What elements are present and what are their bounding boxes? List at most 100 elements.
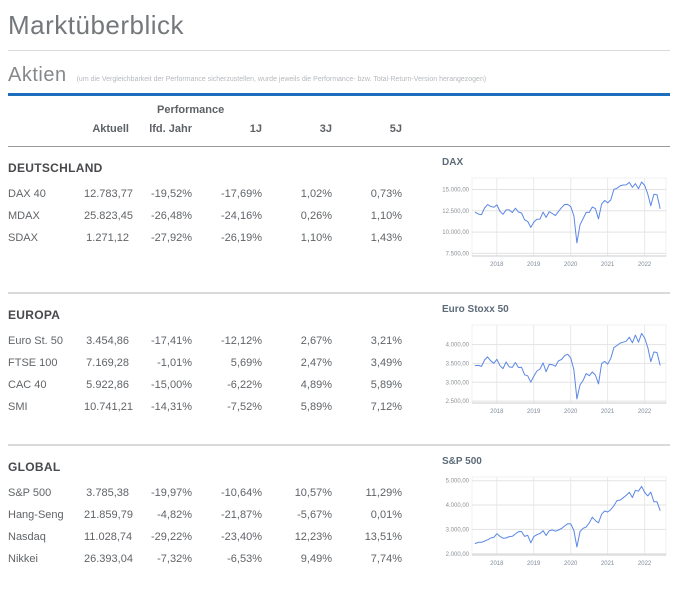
y-axis-label: 10.000,00	[442, 230, 469, 236]
index-value: 5.922,86	[86, 379, 129, 391]
x-axis-label: 2020	[564, 409, 578, 415]
index-value: -14,31%	[151, 401, 192, 413]
x-axis-label: 2021	[601, 561, 615, 567]
aktien-section-header: Aktien (um die Vergleichbarkeit der Perf…	[8, 51, 670, 93]
index-value: -24,16%	[221, 210, 262, 222]
index-value: -7,32%	[157, 553, 192, 565]
section-table-deutschland: DEUTSCHLAND DAX 40 12.783,77 -19,52% -17,69%…	[8, 147, 410, 292]
section-table-global: GLOBAL S&P 500 3.785,38 -19,97% -10,64% 10,57…	[8, 446, 410, 598]
table-row: CAC 40 5.922,86 -15,00% -6,22% 4,89% 5,89%	[8, 374, 410, 396]
index-value: 11.028,74	[84, 531, 133, 543]
x-axis-label: 2018	[490, 262, 504, 268]
index-name: FTSE 100	[8, 357, 58, 369]
chart-block-sp-500: S&P 500 2018 2019 2020 2021 2022 2.000,00 3.000…	[442, 446, 670, 598]
table-header: Performance Aktuell lfd. Jahr 1J 3J 5J	[8, 96, 670, 147]
page-title: Marktüberblick	[8, 0, 670, 51]
line-chart: 2018 2019 2020 2021 2022 2.000,00 3.000,00 4.00…	[446, 476, 667, 567]
index-value: 4,89%	[300, 379, 332, 391]
index-value: 9,49%	[300, 553, 332, 565]
index-value: -19,52%	[151, 188, 192, 200]
band-europa: EUROPA Euro St. 50 3.454,86 -17,41% -12,12% 2…	[0, 294, 678, 444]
table-row: Euro St. 50 3.454,86 -17,41% -12,12% 2,67% 3,…	[8, 330, 410, 352]
y-axis-label: 4.000,00	[446, 503, 470, 509]
aktien-heading: Aktien	[8, 64, 67, 86]
section-divider	[8, 292, 670, 294]
chart-title: Euro Stoxx 50	[442, 304, 509, 315]
table-row: SMI 10.741,21 -14,31% -7,52% 5,89% 7,12%	[8, 396, 410, 418]
table-row: Nasdaq 11.028,74 -29,22% -23,40% 12,23% 13,51…	[8, 526, 410, 548]
index-name: DAX 40	[8, 188, 46, 200]
index-value: -10,64%	[221, 487, 262, 499]
index-value: -19,97%	[151, 487, 192, 499]
index-value: 0,26%	[300, 210, 332, 222]
x-axis-label: 2020	[564, 561, 578, 567]
index-name: S&P 500	[8, 487, 52, 499]
x-axis-label: 2021	[601, 262, 615, 268]
index-value: -17,69%	[221, 188, 262, 200]
line-chart: 2018 2019 2020 2021 2022 7.500,00 10.000,00 12.…	[442, 177, 667, 268]
index-name: Euro St. 50	[8, 335, 64, 347]
index-value: 3,49%	[370, 357, 402, 369]
index-value: 5,69%	[230, 357, 262, 369]
index-value: 1,02%	[300, 188, 332, 200]
band-deutschland: DEUTSCHLAND DAX 40 12.783,77 -19,52% -17,69%…	[0, 147, 678, 292]
index-value: 11,29%	[365, 487, 403, 499]
index-value: 12,23%	[294, 531, 332, 543]
index-value: -23,40%	[221, 531, 262, 543]
table-row: FTSE 100 7.169,28 -1,01% 5,69% 2,47% 3,49%	[8, 352, 410, 374]
section-title: GLOBAL	[8, 460, 61, 474]
line-chart: 2018 2019 2020 2021 2022 2.500,00 3.000,00 3.50…	[446, 324, 667, 415]
table-row: Nikkei 26.393,04 -7,32% -6,53% 9,49% 7,74%	[8, 548, 410, 570]
index-value: -1,01%	[157, 357, 192, 369]
index-name: CAC 40	[8, 379, 47, 391]
x-axis-label: 2021	[601, 409, 615, 415]
index-value: 7,12%	[370, 401, 402, 413]
x-axis-label: 2018	[490, 409, 504, 415]
performance-group-label: Performance	[157, 104, 225, 116]
col-header-name	[8, 123, 84, 135]
index-value: -29,22%	[151, 531, 192, 543]
x-axis-label: 2019	[527, 262, 541, 268]
x-axis-label: 2022	[638, 561, 652, 567]
section-table-europa: EUROPA Euro St. 50 3.454,86 -17,41% -12,12% 2…	[8, 294, 410, 444]
chart-title: S&P 500	[442, 456, 482, 467]
x-axis-label: 2022	[638, 409, 652, 415]
index-value: -6,22%	[227, 379, 262, 391]
index-value: 2,67%	[300, 335, 332, 347]
index-value: -12,12%	[221, 335, 262, 347]
index-value: 26.393,04	[84, 553, 133, 565]
x-axis-label: 2018	[490, 561, 504, 567]
aktien-note: (um die Vergleichbarkeit der Performance…	[76, 76, 487, 83]
index-value: 3.785,38	[86, 487, 129, 499]
section-title: EUROPA	[8, 308, 61, 322]
y-axis-label: 3.000,00	[446, 380, 470, 386]
accent-bar	[8, 93, 670, 96]
y-axis-label: 3.500,00	[446, 361, 470, 367]
index-value: -6,53%	[227, 553, 262, 565]
index-name: MDAX	[8, 210, 40, 222]
col-header-1j: 1J	[249, 123, 262, 135]
price-line	[474, 181, 661, 244]
y-axis-label: 7.500,00	[446, 251, 470, 257]
section-divider	[8, 444, 670, 446]
x-axis-label: 2022	[638, 262, 652, 268]
index-value: 21.859,79	[84, 509, 133, 521]
index-value: 1,10%	[370, 210, 402, 222]
price-line	[474, 332, 661, 400]
y-axis-label: 4.000,00	[446, 343, 470, 349]
chart-block-dax: DAX 2018 2019 2020 2021 2022 7.500,00 10.000,00…	[442, 147, 670, 292]
index-value: -21,87%	[221, 509, 262, 521]
y-axis-label: 3.000,00	[446, 527, 470, 533]
index-name: Hang-Seng	[8, 509, 64, 521]
index-value: 3,21%	[370, 335, 402, 347]
y-axis-label: 5.000,00	[446, 479, 470, 485]
x-axis-label: 2019	[527, 561, 541, 567]
index-value: -26,19%	[221, 232, 262, 244]
band-global: GLOBAL S&P 500 3.785,38 -19,97% -10,64% 10,57…	[0, 446, 678, 598]
index-value: 1,43%	[370, 232, 402, 244]
index-name: SMI	[8, 401, 28, 413]
index-value: 10.741,21	[84, 401, 133, 413]
price-line	[474, 485, 661, 548]
index-name: Nasdaq	[8, 531, 46, 543]
